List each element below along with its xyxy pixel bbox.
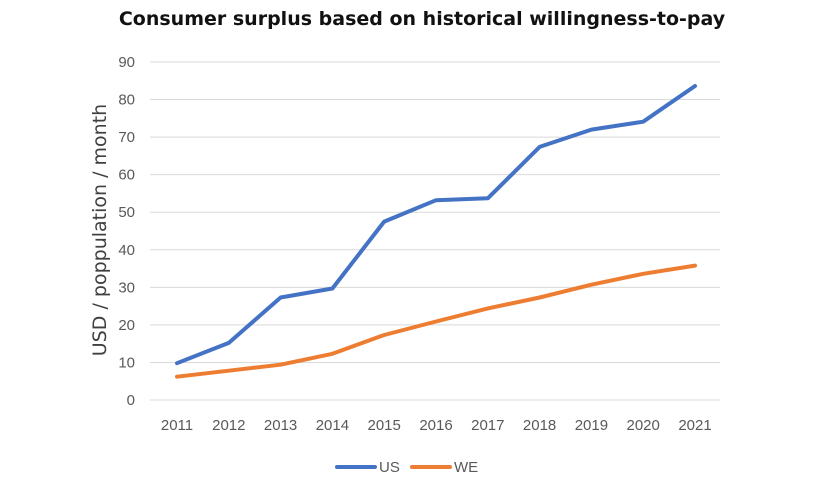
y-tick-label: 70 [118, 129, 135, 146]
series-line-us [175, 84, 697, 366]
data-point-us [434, 198, 438, 202]
y-tick-label: 40 [118, 242, 135, 259]
data-point-we [175, 375, 179, 379]
data-point-we [693, 264, 697, 268]
data-point-us [227, 341, 231, 345]
data-point-us [330, 286, 334, 290]
data-point-we [434, 320, 438, 324]
data-point-us [175, 361, 179, 365]
data-point-we [538, 295, 542, 299]
x-tick-label: 2020 [627, 417, 660, 434]
data-point-we [227, 369, 231, 373]
x-tick-label: 2017 [471, 417, 504, 434]
x-axis-ticks: 2011 2012 2013 2014 2015 2016 2017 2018 2019 2020… [161, 417, 712, 434]
data-point-us [641, 120, 645, 124]
series-line-we [175, 263, 697, 379]
x-tick-label: 2021 [678, 417, 711, 434]
gridlines [150, 61, 720, 401]
x-tick-label: 2016 [419, 417, 452, 434]
data-point-us [693, 84, 697, 88]
y-tick-label: 20 [118, 317, 135, 334]
x-tick-label: 2011 [161, 417, 193, 434]
x-tick-label: 2019 [575, 417, 608, 434]
y-tick-label: 0 [127, 392, 135, 409]
y-tick-label: 50 [118, 204, 135, 221]
data-point-us [382, 220, 386, 224]
data-point-we [641, 272, 645, 276]
x-tick-label: 2012 [212, 417, 245, 434]
y-tick-label: 80 [118, 92, 135, 109]
legend-label-we: WE [454, 459, 478, 476]
x-tick-label: 2015 [368, 417, 401, 434]
y-tick-label: 30 [118, 279, 135, 296]
legend: US WE [335, 459, 478, 476]
data-point-us [279, 295, 283, 299]
y-tick-label: 90 [118, 54, 135, 71]
y-tick-label: 10 [118, 354, 135, 371]
x-tick-label: 2014 [316, 417, 349, 434]
data-point-we [279, 363, 283, 367]
data-point-we [589, 283, 593, 287]
series-lines [175, 84, 697, 379]
data-point-we [486, 306, 490, 310]
data-point-us [589, 128, 593, 132]
chart-title: Consumer surplus based on historical wil… [118, 8, 726, 30]
legend-label-us: US [379, 459, 400, 476]
data-point-us [486, 196, 490, 200]
y-axis-label: USD / poppulation / month [89, 104, 111, 356]
data-point-us [538, 145, 542, 149]
data-point-we [382, 333, 386, 337]
data-point-we [330, 352, 334, 356]
y-tick-label: 60 [118, 167, 135, 184]
y-axis-ticks: 0 10 20 30 40 50 60 70 80 90 [118, 54, 135, 409]
x-tick-label: 2013 [264, 417, 297, 434]
x-tick-label: 2018 [523, 417, 556, 434]
